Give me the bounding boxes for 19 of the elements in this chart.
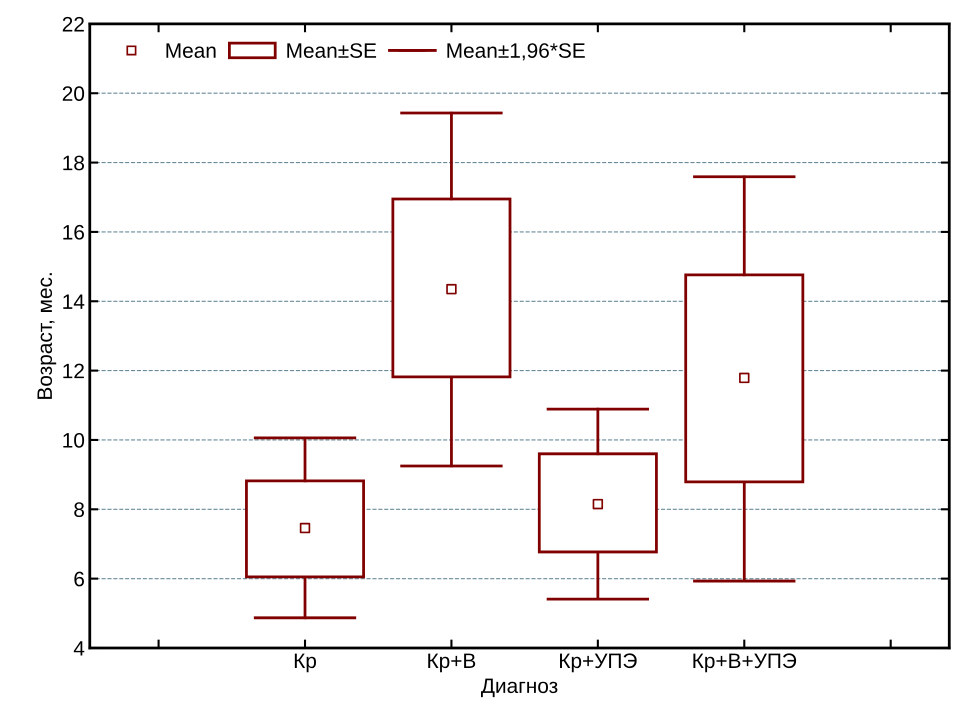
- y-tick-label: 22: [62, 16, 84, 32]
- y-tick-label: 20: [62, 86, 84, 101]
- legend-label: Mean±1,96*SE: [447, 43, 585, 60]
- x-axis-title: Диагноз: [481, 678, 558, 698]
- x-tick-label: Кр+УПЭ: [560, 653, 637, 672]
- y-tick-label: 8: [74, 502, 84, 518]
- y-tick-label: 4: [74, 641, 84, 656]
- y-tick-label: 18: [63, 156, 84, 170]
- y-tick-label: 10: [63, 432, 84, 448]
- y-tick-label: 14: [63, 294, 84, 309]
- y-tick-label: 6: [74, 572, 84, 586]
- y-axis-title: Возраст, мес.: [38, 273, 56, 399]
- x-tick-label: Кр: [294, 654, 316, 672]
- legend-label: Mean: [166, 43, 216, 58]
- y-tick-label: 12: [63, 364, 84, 378]
- x-tick-label: Кр+В: [428, 654, 476, 672]
- y-tick-label: 16: [63, 224, 84, 240]
- x-tick-label: Кр+В+УПЭ: [693, 653, 796, 672]
- legend-label: Mean±SE: [287, 43, 376, 58]
